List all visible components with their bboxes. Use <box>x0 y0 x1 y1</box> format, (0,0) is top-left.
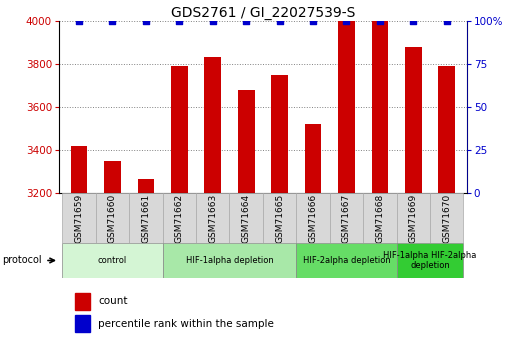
Bar <box>363 193 397 243</box>
Point <box>175 18 184 23</box>
Text: GSM71664: GSM71664 <box>242 194 251 243</box>
Text: GSM71659: GSM71659 <box>74 194 84 243</box>
Bar <box>96 193 129 243</box>
Bar <box>263 193 297 243</box>
Bar <box>75 293 90 310</box>
Point <box>275 18 284 23</box>
Text: GSM71668: GSM71668 <box>376 194 384 243</box>
Bar <box>171 66 188 345</box>
Bar <box>75 315 90 333</box>
Bar <box>439 66 455 345</box>
Point <box>342 18 350 23</box>
Text: GSM71670: GSM71670 <box>442 194 451 243</box>
Bar <box>104 161 121 345</box>
Bar <box>204 57 221 345</box>
Text: GSM71660: GSM71660 <box>108 194 117 243</box>
Bar <box>229 193 263 243</box>
Bar <box>271 75 288 345</box>
Point <box>209 18 217 23</box>
Text: percentile rank within the sample: percentile rank within the sample <box>98 319 274 329</box>
Point <box>242 18 250 23</box>
Bar <box>405 47 422 345</box>
Point <box>409 18 418 23</box>
Point <box>75 18 83 23</box>
Bar <box>196 193 229 243</box>
Bar <box>330 193 363 243</box>
Text: GSM71663: GSM71663 <box>208 194 218 243</box>
Point <box>376 18 384 23</box>
Bar <box>338 21 355 345</box>
Text: GSM71666: GSM71666 <box>308 194 318 243</box>
Text: protocol: protocol <box>3 256 42 265</box>
Text: HIF-1alpha depletion: HIF-1alpha depletion <box>186 256 273 265</box>
Bar <box>297 243 397 278</box>
Bar <box>63 193 96 243</box>
Text: GSM71665: GSM71665 <box>275 194 284 243</box>
Text: HIF-2alpha depletion: HIF-2alpha depletion <box>303 256 390 265</box>
Bar <box>238 90 254 345</box>
Bar <box>397 243 463 278</box>
Text: GSM71662: GSM71662 <box>175 194 184 243</box>
Point <box>443 18 451 23</box>
Bar <box>397 193 430 243</box>
Bar <box>71 146 87 345</box>
Bar <box>137 179 154 345</box>
Title: GDS2761 / GI_22027539-S: GDS2761 / GI_22027539-S <box>171 6 355 20</box>
Bar <box>129 193 163 243</box>
Bar <box>63 243 163 278</box>
Point <box>309 18 317 23</box>
Bar <box>305 124 322 345</box>
Text: count: count <box>98 296 128 306</box>
Text: GSM71661: GSM71661 <box>142 194 150 243</box>
Text: GSM71667: GSM71667 <box>342 194 351 243</box>
Bar <box>430 193 463 243</box>
Text: HIF-1alpha HIF-2alpha
depletion: HIF-1alpha HIF-2alpha depletion <box>383 251 477 270</box>
Text: GSM71669: GSM71669 <box>409 194 418 243</box>
Text: control: control <box>98 256 127 265</box>
Point <box>142 18 150 23</box>
Bar <box>163 243 297 278</box>
Bar <box>371 21 388 345</box>
Bar <box>297 193 330 243</box>
Point <box>108 18 116 23</box>
Bar <box>163 193 196 243</box>
